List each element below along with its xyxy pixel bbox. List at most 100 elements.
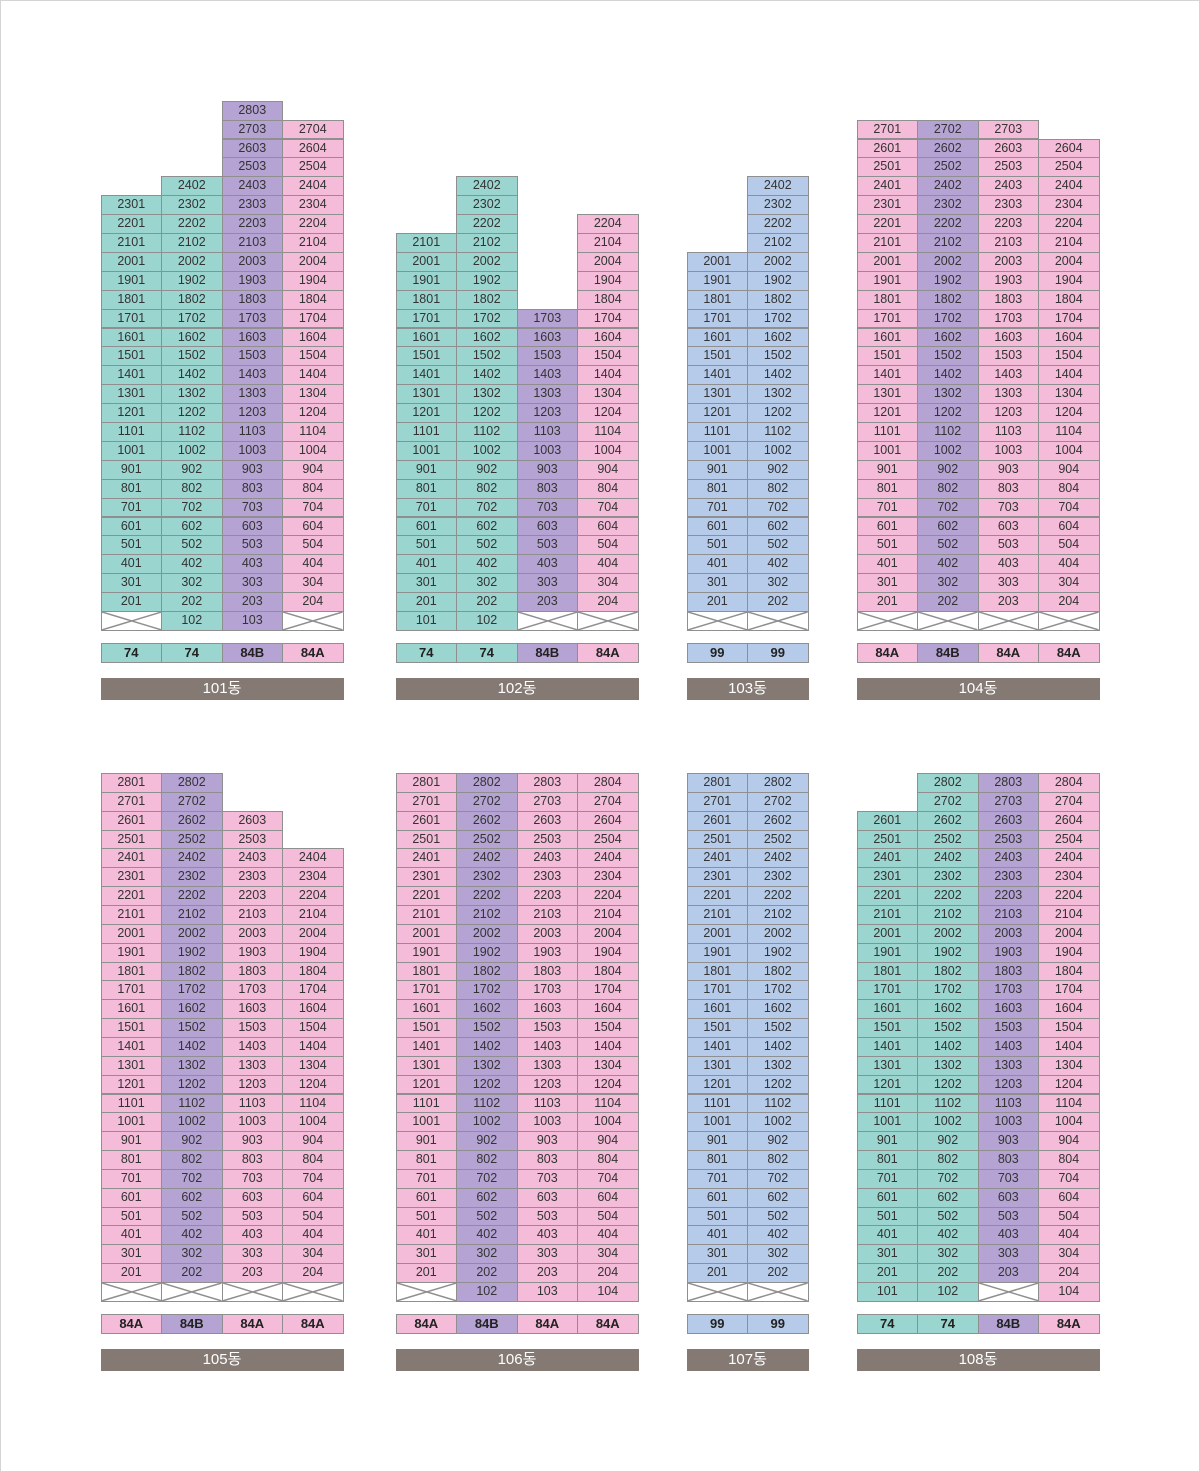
pilotis-cell <box>747 1282 809 1302</box>
unit-cell: 1401 <box>100 365 162 386</box>
unit-cell: 2204 <box>282 214 344 234</box>
unit-cell: 2503 <box>977 829 1039 850</box>
unit-cell: 602 <box>161 1187 223 1208</box>
unit-cell: 203 <box>221 1263 283 1283</box>
unit-cell: 604 <box>577 516 639 537</box>
unit-cell: 1203 <box>977 1074 1039 1095</box>
unit-cell: 1702 <box>161 308 223 329</box>
unit-cell: 302 <box>747 1244 809 1265</box>
unit-cell: 1904 <box>1038 942 1100 963</box>
unit-cell: 2603 <box>221 138 283 159</box>
unit-cell: 302 <box>456 573 518 594</box>
unit-cell: 2203 <box>221 214 283 234</box>
unit-cell: 801 <box>395 1150 457 1170</box>
unit-cell: 2602 <box>456 810 518 831</box>
unit-cell: 701 <box>100 1168 162 1189</box>
unit-cell: 1403 <box>221 365 283 386</box>
unit-cell: 1801 <box>395 289 457 310</box>
unit-cell: 2704 <box>1038 791 1100 812</box>
unit-cell: 2002 <box>456 251 518 272</box>
unit-cell: 401 <box>100 554 162 575</box>
unit-cell: 1302 <box>747 1055 809 1076</box>
unit-cell: 1501 <box>856 1018 918 1038</box>
unit-cell: 804 <box>282 478 344 499</box>
unit-cell: 2103 <box>221 233 283 253</box>
unit-cell: 1501 <box>395 346 457 367</box>
unit-type-label: 84A <box>221 1314 283 1334</box>
unit-cell: 1101 <box>100 1093 162 1114</box>
unit-cell: 204 <box>1038 1263 1100 1283</box>
unit-cell: 402 <box>917 1225 979 1246</box>
unit-cell: 2804 <box>1038 773 1100 793</box>
unit-cell: 1303 <box>516 1055 578 1076</box>
pilotis-cell <box>977 1282 1039 1302</box>
unit-cell: 1701 <box>686 980 748 1001</box>
unit-cell: 1702 <box>747 980 809 1001</box>
unit-cell: 503 <box>221 1206 283 1227</box>
unit-cell: 904 <box>577 1131 639 1152</box>
unit-cell: 2104 <box>577 905 639 925</box>
unit-cell: 703 <box>221 497 283 518</box>
unit-cell: 2303 <box>977 867 1039 888</box>
unit-cell: 1603 <box>977 999 1039 1020</box>
unit-cell: 302 <box>161 573 223 594</box>
unit-cell: 603 <box>516 1187 578 1208</box>
unit-cell: 2404 <box>1038 176 1100 197</box>
unit-cell: 203 <box>977 592 1039 612</box>
unit-cell: 401 <box>395 1225 457 1246</box>
unit-cell: 1102 <box>747 422 809 442</box>
unit-cell: 303 <box>221 573 283 594</box>
unit-cell: 201 <box>100 592 162 612</box>
unit-cell: 1001 <box>100 1112 162 1133</box>
unit-cell: 1302 <box>456 384 518 405</box>
unit-type-label: 84A <box>516 1314 578 1334</box>
unit-cell: 2002 <box>747 923 809 944</box>
unit-cell: 1102 <box>161 422 223 442</box>
unit-cell: 2401 <box>856 848 918 869</box>
unit-cell: 202 <box>747 1263 809 1283</box>
unit-cell: 2003 <box>977 923 1039 944</box>
unit-cell: 2303 <box>516 867 578 888</box>
unit-cell: 2204 <box>577 886 639 906</box>
unit-cell: 601 <box>395 1187 457 1208</box>
unit-cell: 1101 <box>100 422 162 442</box>
unit-cell: 1603 <box>221 999 283 1020</box>
unit-cell: 2203 <box>516 886 578 906</box>
unit-cell: 1704 <box>1038 980 1100 1001</box>
unit-cell: 2403 <box>221 848 283 869</box>
unit-cell: 1901 <box>100 270 162 291</box>
unit-cell: 2702 <box>917 791 979 812</box>
unit-cell: 202 <box>161 592 223 612</box>
unit-cell: 2102 <box>161 905 223 925</box>
unit-cell: 802 <box>161 478 223 499</box>
unit-cell: 1504 <box>577 1018 639 1038</box>
unit-cell: 2104 <box>282 233 344 253</box>
unit-cell: 1402 <box>917 1036 979 1057</box>
unit-cell: 1404 <box>577 365 639 386</box>
unit-cell: 1302 <box>747 384 809 405</box>
unit-cell: 1603 <box>516 999 578 1020</box>
unit-cell: 1902 <box>456 270 518 291</box>
unit-cell: 201 <box>686 592 748 612</box>
unit-cell: 1404 <box>577 1036 639 1057</box>
pilotis-cell <box>100 611 162 631</box>
unit-cell: 1802 <box>161 289 223 310</box>
unit-cell: 2702 <box>917 119 979 140</box>
unit-cell: 302 <box>456 1244 518 1265</box>
unit-cell: 1802 <box>456 289 518 310</box>
unit-cell: 2702 <box>161 791 223 812</box>
pilotis-cell <box>221 1282 283 1302</box>
unit-cell: 1804 <box>577 289 639 310</box>
unit-cell: 2001 <box>686 923 748 944</box>
unit-cell: 801 <box>856 1150 918 1170</box>
unit-type-label: 84A <box>856 643 918 663</box>
unit-cell: 1601 <box>686 327 748 348</box>
unit-cell: 301 <box>100 1244 162 1265</box>
unit-cell: 1403 <box>516 1036 578 1057</box>
unit-cell: 1102 <box>456 1093 518 1114</box>
unit-cell: 1102 <box>747 1093 809 1114</box>
unit-cell: 502 <box>456 1206 518 1227</box>
unit-cell: 1202 <box>747 1074 809 1095</box>
unit-cell: 1702 <box>917 308 979 329</box>
unit-cell: 2101 <box>100 233 162 253</box>
